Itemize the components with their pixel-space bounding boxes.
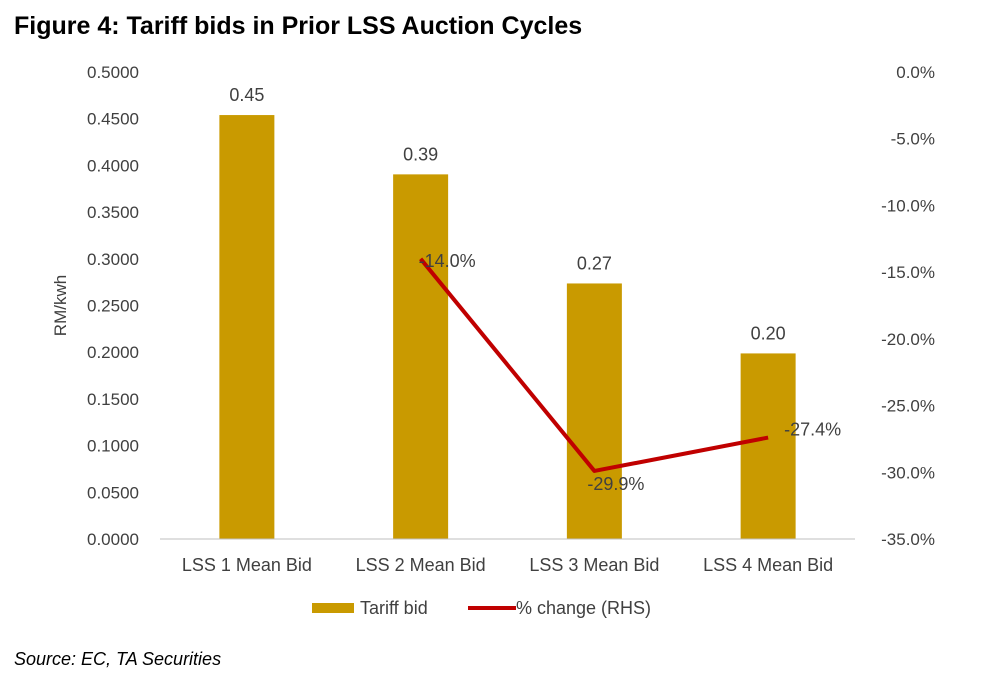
chart-title: Figure 4: Tariff bids in Prior LSS Aucti…	[14, 12, 583, 40]
legend-swatch-bar	[312, 603, 354, 613]
y-axis-label: RM/kwh	[51, 275, 70, 336]
y-tick-label: 0.2000	[87, 343, 139, 362]
y-tick-label: 0.0500	[87, 483, 139, 502]
line-data-label: -14.0%	[419, 251, 476, 271]
y2-tick-label: -10.0%	[881, 196, 935, 215]
y2-tick-label: -25.0%	[881, 397, 935, 416]
x-tick-label: LSS 4 Mean Bid	[703, 555, 833, 575]
source-note: Source: EC, TA Securities	[14, 649, 222, 669]
bar-series: 0.45 0.39 0.27 0.20	[219, 85, 796, 539]
legend: Tariff bid % change (RHS)	[312, 598, 651, 618]
line-data-label: -27.4%	[784, 420, 841, 440]
y-tick-label: 0.0000	[87, 530, 139, 549]
y-tick-label: 0.4500	[87, 110, 139, 129]
combo-chart: 0.0000 0.0500 0.1000 0.1500 0.2000 0.2500 0.30…	[51, 63, 935, 618]
bar	[393, 174, 449, 539]
line-path	[419, 257, 769, 473]
y2-tick-label: -5.0%	[891, 130, 935, 149]
legend-label: Tariff bid	[360, 598, 428, 618]
right-axis: 0.0% -5.0% -10.0% -15.0% -20.0% -25.0% -30.0% -…	[881, 63, 935, 549]
y-tick-label: 0.2500	[87, 297, 139, 316]
y-tick-label: 0.1500	[87, 390, 139, 409]
bar-data-label: 0.20	[751, 323, 786, 343]
y2-tick-label: 0.0%	[896, 63, 935, 82]
y-tick-label: 0.1000	[87, 437, 139, 456]
bar-data-label: 0.45	[229, 85, 264, 105]
y-tick-label: 0.5000	[87, 63, 139, 82]
x-axis: LSS 1 Mean Bid LSS 2 Mean Bid LSS 3 Mean B…	[160, 538, 855, 575]
bar	[566, 283, 622, 539]
y2-tick-label: -30.0%	[881, 463, 935, 482]
y-tick-label: 0.3000	[87, 250, 139, 269]
y2-tick-label: -35.0%	[881, 530, 935, 549]
x-tick-label: LSS 2 Mean Bid	[356, 555, 486, 575]
y2-tick-label: -15.0%	[881, 263, 935, 282]
y-tick-label: 0.3500	[87, 203, 139, 222]
x-tick-label: LSS 3 Mean Bid	[529, 555, 659, 575]
y2-tick-label: -20.0%	[881, 330, 935, 349]
bar	[219, 115, 275, 539]
bar	[740, 353, 796, 539]
line-data-label: -29.9%	[587, 474, 644, 494]
bar-data-label: 0.27	[577, 253, 612, 273]
bar-data-label: 0.39	[403, 144, 438, 164]
line-series: -14.0% -29.9% -27.4%	[419, 251, 842, 494]
y-tick-label: 0.4000	[87, 156, 139, 175]
legend-label: % change (RHS)	[516, 598, 651, 618]
left-axis: 0.0000 0.0500 0.1000 0.1500 0.2000 0.2500 0.30…	[87, 63, 139, 549]
x-tick-label: LSS 1 Mean Bid	[182, 555, 312, 575]
